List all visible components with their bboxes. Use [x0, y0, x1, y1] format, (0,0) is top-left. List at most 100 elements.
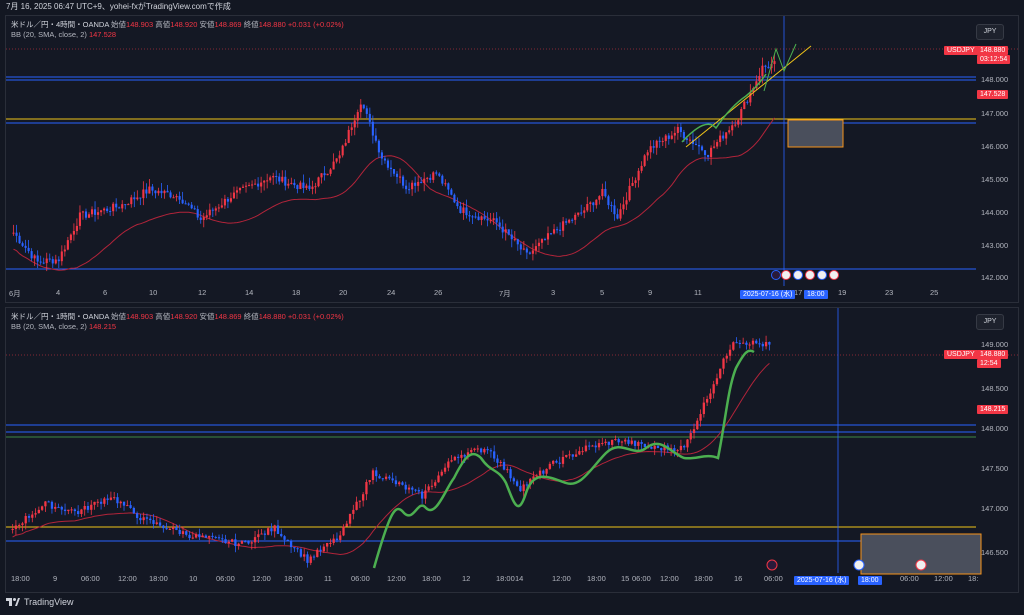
candle-body	[531, 250, 534, 254]
candle-body	[405, 185, 408, 190]
candle-body	[504, 229, 507, 233]
candle-body	[178, 529, 181, 535]
candle-body	[622, 204, 625, 210]
chart-canvas-1h[interactable]	[6, 308, 1018, 592]
candle-body	[312, 556, 316, 558]
candle-body	[588, 445, 591, 447]
candle-body	[686, 439, 689, 448]
candle-body	[417, 181, 420, 186]
candle-body	[142, 517, 145, 521]
candle-body	[610, 439, 614, 445]
legend-4h: 米ドル／円・4時間・OANDA 始値148.903 高値148.920 安値14…	[11, 20, 344, 29]
candle-body	[87, 214, 91, 218]
candle-body	[745, 342, 748, 345]
candle-body	[685, 138, 688, 141]
time-axis-label: 11	[324, 574, 332, 583]
candle-body	[224, 539, 227, 544]
candle-body	[103, 208, 106, 211]
candle-body	[434, 482, 437, 486]
candle-body	[75, 225, 78, 232]
candle-body	[129, 505, 132, 508]
chart-header: 7月 16, 2025 06:47 UTC+9、yohei-fxがTrading…	[6, 2, 231, 11]
candle-body	[99, 501, 103, 504]
candle-body	[109, 211, 112, 213]
candle-body	[653, 445, 656, 449]
candle-body	[296, 548, 299, 550]
candle-body	[47, 501, 50, 503]
candle-body	[513, 239, 516, 241]
candle-body	[121, 204, 124, 209]
candle-body	[660, 447, 663, 451]
candle-body	[135, 513, 139, 518]
candle-body	[607, 196, 610, 206]
candle-body	[430, 485, 434, 487]
candle-body	[322, 546, 325, 552]
candle-body	[145, 517, 149, 519]
candle-body	[344, 142, 347, 146]
candle-body	[113, 497, 116, 499]
candle-body	[208, 535, 211, 538]
candle-body	[673, 132, 676, 136]
candle-body	[592, 202, 595, 206]
candle-body	[332, 161, 335, 170]
candle-body	[299, 549, 303, 557]
candle-body	[226, 198, 229, 202]
candle-body	[591, 445, 594, 447]
candle-body	[493, 451, 496, 459]
price-axis-label: 142.000	[981, 273, 1009, 282]
candle-body	[269, 177, 272, 181]
candle-body	[581, 451, 584, 453]
bb-tag: 147.528	[977, 90, 1009, 99]
candle-body	[392, 169, 396, 174]
candle-body	[502, 461, 506, 470]
candle-body	[257, 183, 260, 187]
candle-body	[18, 235, 21, 244]
time-axis-label: 18:00	[11, 574, 30, 583]
economic-event-icon	[781, 270, 791, 280]
candle-body	[155, 522, 158, 524]
candle-body	[389, 167, 393, 170]
candle-body	[515, 481, 519, 486]
time-axis-label: 12:00	[387, 574, 406, 583]
candle-body	[696, 420, 699, 430]
candle-body	[643, 155, 646, 166]
candle-body	[118, 207, 121, 209]
candle-body	[725, 132, 728, 139]
time-axis-label: 12:00	[660, 574, 679, 583]
candle-body	[158, 522, 162, 526]
candle-body	[283, 536, 286, 540]
time-axis-label: 18:00	[694, 574, 713, 583]
candle-body	[453, 194, 456, 203]
chart-pane-4h[interactable]: 米ドル／円・4時間・OANDA 始値148.903 高値148.920 安値14…	[5, 15, 1019, 303]
candle-body	[27, 247, 30, 252]
candle-body	[474, 216, 477, 218]
candle-body	[54, 506, 57, 509]
candle-body	[577, 212, 580, 215]
candle-body	[42, 262, 45, 264]
tradingview-logo[interactable]: TradingView	[6, 597, 74, 607]
candle-body	[350, 127, 353, 130]
candle-body	[78, 212, 82, 226]
candle-body	[163, 190, 166, 194]
candle-body	[688, 139, 691, 141]
candle-body	[486, 449, 489, 451]
candle-body	[358, 500, 362, 502]
candle-body	[663, 445, 666, 451]
candle-body	[325, 542, 329, 547]
candle-body	[126, 505, 129, 507]
candle-body	[251, 184, 254, 186]
candle-body	[501, 226, 504, 233]
candle-body	[27, 516, 31, 518]
candle-body	[244, 541, 247, 543]
chart-pane-1h[interactable]: 米ドル／円・1時間・OANDA 始値148.903 高値148.920 安値14…	[5, 307, 1019, 593]
candle-body	[719, 368, 722, 379]
time-axis-label: 18:00	[496, 574, 515, 583]
candle-body	[50, 501, 54, 509]
candle-body	[479, 448, 483, 453]
currency-button[interactable]: JPY	[976, 314, 1004, 330]
candle-body	[96, 501, 99, 503]
candle-body	[580, 212, 583, 214]
chart-canvas-4h[interactable]	[6, 16, 1018, 302]
candle-body	[142, 189, 145, 199]
currency-button[interactable]: JPY	[976, 24, 1004, 40]
